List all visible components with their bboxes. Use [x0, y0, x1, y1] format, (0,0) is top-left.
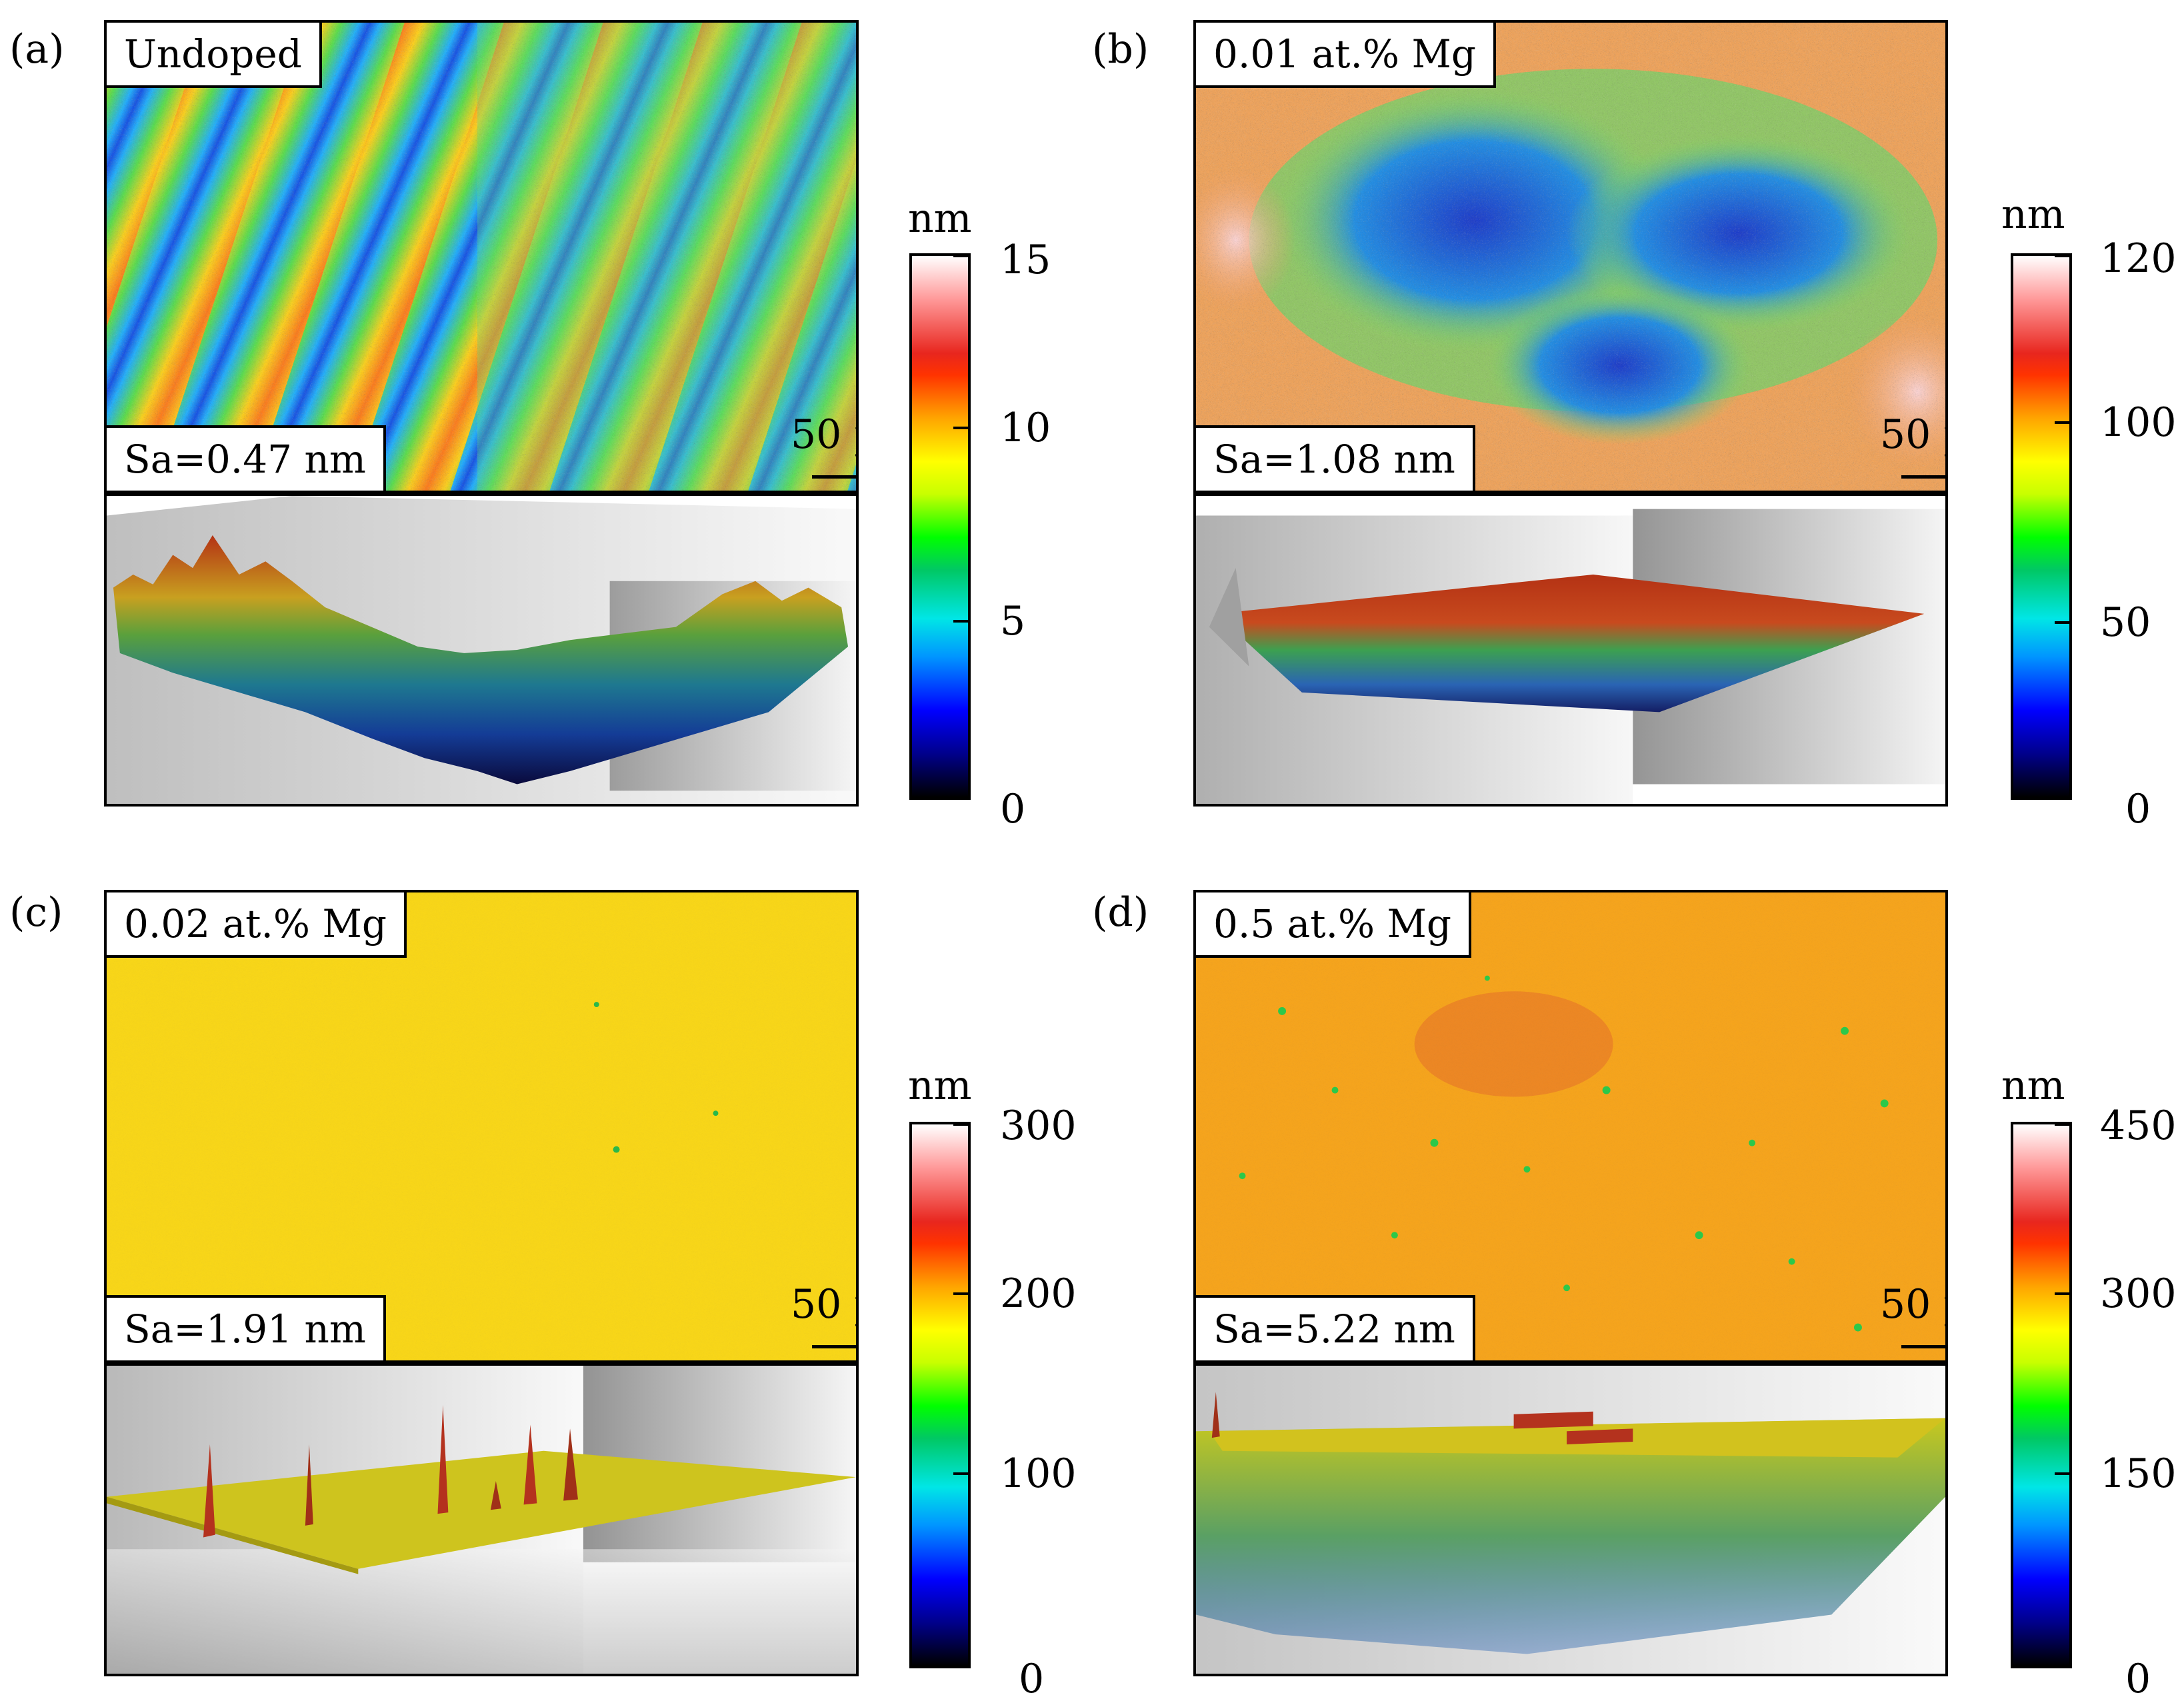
scale-bar: 50 µm [707, 415, 856, 488]
panel-label: (d) [1092, 889, 1149, 936]
colorbar [909, 1122, 971, 1668]
colorbar-tick-label: 300 [2100, 1270, 2177, 1317]
colorbar-tick [2055, 1292, 2072, 1295]
roughness-label: Sa=1.08 nm [1196, 425, 1475, 491]
height-map-image: Undoped Sa=0.47 nm 50 µm [104, 20, 859, 493]
scale-bar: 50 µm [707, 1284, 856, 1358]
sample-label: 0.02 at.% Mg [107, 892, 407, 958]
height-map-image: 0.5 at.% Mg Sa=5.22 nm 50 µm [1193, 890, 1948, 1363]
sample-label: Undoped [107, 23, 322, 88]
scale-bar-label: 50 µm [1880, 411, 1945, 458]
scale-bar-line [812, 1345, 856, 1348]
surface-3d-render [1196, 1366, 1945, 1674]
panel-label: (a) [9, 26, 65, 73]
colorbar-tick-label: 10 [1000, 405, 1051, 451]
panel-c: (c) 0.02 at.% Mg Sa=1.91 nm 50 µm [0, 852, 1092, 1705]
colorbar-tick-label: 450 [2100, 1102, 2177, 1149]
sample-label: 0.01 at.% Mg [1196, 23, 1496, 88]
colorbar-tick-label: 200 [1000, 1270, 1077, 1317]
colorbar-tick [953, 427, 971, 429]
colorbar [2011, 1122, 2072, 1668]
height-map-texture [1196, 892, 1945, 1360]
colorbar-unit: nm [908, 1062, 972, 1109]
scale-bar: 50 µm [1796, 1284, 1945, 1358]
colorbar-tick-label: 0 [1019, 1656, 1045, 1702]
colorbar-tick-label: 120 [2100, 235, 2177, 282]
surface-3d-plot [104, 1363, 859, 1676]
surface-3d-plot [104, 493, 859, 807]
surface-3d-plot [1193, 1363, 1948, 1676]
colorbar-tick [2055, 1123, 2072, 1126]
colorbar-tick-label: 0 [2125, 786, 2151, 833]
colorbar-tick [2055, 621, 2072, 624]
height-map-texture [1196, 23, 1945, 491]
height-map-image: 0.01 at.% Mg Sa=1.08 nm 50 µm [1193, 20, 1948, 493]
colorbar [909, 253, 971, 800]
height-map-image: 0.02 at.% Mg Sa=1.91 nm 50 µm [104, 890, 859, 1363]
surface-3d-render [107, 496, 856, 804]
scale-bar-line [1901, 475, 1945, 479]
panel-a: (a) [0, 0, 1092, 852]
height-map-texture [107, 892, 856, 1360]
colorbar-tick [953, 620, 971, 623]
scale-bar-line [812, 475, 856, 479]
scale-bar-label: 50 µm [791, 411, 856, 458]
colorbar-tick [953, 255, 971, 257]
colorbar-tick-label: 5 [1000, 598, 1026, 645]
surface-3d-render [1196, 509, 1945, 804]
colorbar-tick-label: 100 [2100, 399, 2177, 446]
scale-bar-line [1901, 1345, 1945, 1348]
scale-bar-label: 50 µm [1880, 1281, 1945, 1328]
colorbar-tick-label: 0 [2125, 1656, 2151, 1702]
roughness-label: Sa=0.47 nm [107, 425, 386, 491]
colorbar-tick-label: 50 [2100, 599, 2151, 646]
colorbar-tick-label: 15 [1000, 237, 1051, 283]
scale-bar: 50 µm [1796, 415, 1945, 488]
roughness-label: Sa=5.22 nm [1196, 1295, 1475, 1360]
height-map-texture [107, 23, 856, 491]
panel-label: (c) [9, 889, 63, 936]
scale-bar-label: 50 µm [791, 1281, 856, 1328]
colorbar-unit: nm [908, 195, 972, 242]
colorbar-tick-label: 100 [1000, 1450, 1077, 1497]
colorbar-tick [953, 1292, 971, 1295]
colorbar-tick [953, 1472, 971, 1475]
roughness-label: Sa=1.91 nm [107, 1295, 386, 1360]
colorbar [2011, 253, 2072, 800]
colorbar-tick [2055, 421, 2072, 424]
colorbar-tick [2055, 1472, 2072, 1475]
sample-label: 0.5 at.% Mg [1196, 892, 1472, 958]
colorbar-tick-label: 0 [1000, 786, 1026, 833]
surface-3d-render [107, 1366, 856, 1674]
colorbar-unit: nm [2001, 1062, 2065, 1109]
colorbar-tick [953, 1123, 971, 1126]
surface-3d-plot [1193, 493, 1948, 807]
panel-d: (d) 0.5 at.% Mg Sa=5.22 nm 50 µm [1092, 852, 2184, 1705]
panel-label: (b) [1092, 26, 1149, 73]
colorbar-tick-label: 300 [1000, 1102, 1077, 1149]
colorbar-tick [2055, 255, 2072, 257]
colorbar-tick-label: 150 [2100, 1450, 2177, 1497]
colorbar-unit: nm [2001, 191, 2065, 238]
panel-b: (b) 0.01 at.% Mg Sa=1.08 nm 50 µm [1092, 0, 2184, 852]
